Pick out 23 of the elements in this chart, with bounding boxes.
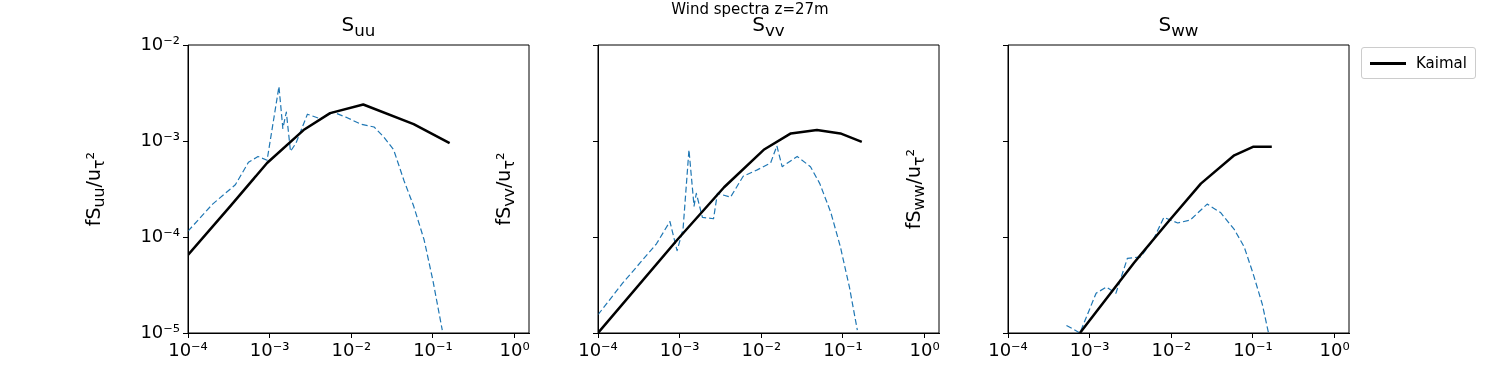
x-tick-label: 10⁻² bbox=[331, 339, 372, 361]
x-tick-label: 10⁻⁴ bbox=[168, 339, 208, 361]
x-tick-label: 10⁻¹ bbox=[1233, 339, 1273, 361]
chart-title: S$_{ww}$ bbox=[1157, 12, 1200, 40]
x-tick-label: 10⁻³ bbox=[1069, 339, 1110, 361]
x-tick-label: 10⁻³ bbox=[249, 339, 290, 361]
x-tick-label: 10⁻² bbox=[1151, 339, 1192, 361]
x-tick-label: 10⁻² bbox=[741, 339, 782, 361]
x-tick-label: 10⁻⁴ bbox=[988, 339, 1028, 361]
x-tick-label: 10⁻¹ bbox=[413, 339, 453, 361]
x-tick-label: 10⁻³ bbox=[659, 339, 700, 361]
y-tick-label: 10⁻³ bbox=[140, 128, 180, 150]
x-tick-label: 10⁰ bbox=[909, 339, 940, 361]
chart-title: S$_{uu}$ bbox=[340, 12, 377, 40]
y-tick-label: 10⁻⁵ bbox=[140, 320, 180, 342]
x-tick-label: 10⁻¹ bbox=[823, 339, 863, 361]
y-tick-label: 10⁻² bbox=[140, 32, 180, 54]
x-tick-label: 10⁰ bbox=[499, 339, 530, 361]
legend-label: Kaimal bbox=[1416, 54, 1467, 72]
chart-subtitle: Wind spectra z=27m bbox=[671, 0, 829, 18]
x-tick-label: 10⁰ bbox=[1319, 339, 1350, 361]
y-tick-label: 10⁻⁴ bbox=[140, 224, 180, 246]
x-tick-label: 10⁻⁴ bbox=[578, 339, 618, 361]
